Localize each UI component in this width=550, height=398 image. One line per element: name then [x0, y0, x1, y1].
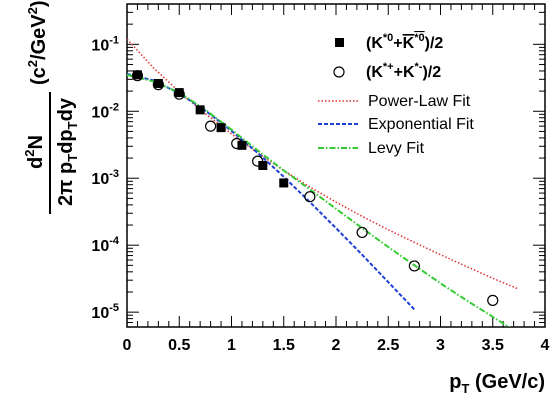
y-num-main: d [25, 157, 47, 169]
y-tick-label: 10-2 [91, 101, 119, 121]
legend-k0-end: )/2 [425, 35, 444, 52]
legend-k0-sup: *0 [383, 32, 393, 44]
y-axis-units: (c2/GeV2) [25, 0, 50, 85]
y-units-end: ) [28, 0, 50, 7]
x-axis-title-sub: T [461, 381, 469, 396]
legend-entry-levy: Levy Fit [368, 140, 425, 157]
legend-kpm-main: (K [366, 64, 383, 81]
data-point-open-circle [356, 226, 368, 239]
y-den-sub1: T [65, 154, 80, 162]
data-point-filled-square [279, 178, 289, 188]
fit-curve-levy-fit [127, 73, 511, 327]
legend-entry-kpm: (K*++K*-)/2 [366, 61, 441, 81]
x-tick-label: 1.5 [273, 337, 295, 354]
x-tick-label: 3 [436, 337, 445, 354]
x-tick-label: 2 [332, 337, 341, 354]
data-point-filled-square [216, 123, 226, 133]
data-point-filled-square [258, 160, 268, 170]
data-point-open-circle [131, 70, 144, 82]
y-axis-title: d2N 2π pTdpTdy (c2/GeV2) [22, 0, 80, 214]
y-units-sup2: 2 [25, 7, 40, 14]
data-point-filled-square [174, 88, 184, 98]
x-axis-title-main: p [449, 371, 461, 393]
x-tick-label: 0 [123, 337, 132, 354]
x-tick-label: 0.5 [168, 337, 190, 354]
y-den-main: 2π p [55, 162, 77, 206]
data-point-open-circle [152, 79, 164, 91]
y-num-end: N [25, 135, 47, 149]
y-units-sup1: 2 [25, 60, 40, 67]
legend: (K*0+K*0)/2 (K*++K*-)/2 Power-Law Fit Ex… [318, 32, 474, 157]
y-axis-numerator: d2N [22, 135, 47, 169]
y-units-start: (c [28, 67, 50, 85]
y-units-mid: /GeV [28, 14, 50, 60]
legend-kpm-end: )/2 [422, 64, 441, 81]
x-tick-label: 3.5 [482, 337, 504, 354]
legend-marker-open-circle [333, 66, 345, 78]
y-num-sup: 2 [22, 150, 37, 157]
data-point-filled-square [195, 105, 205, 115]
data-point-open-circle [304, 191, 316, 203]
data-point-open-circle [231, 137, 243, 150]
y-den-end: dy [55, 97, 77, 121]
legend-kpm-sup2: *- [415, 61, 423, 73]
data-point-open-circle [173, 88, 185, 100]
x-tick-label: 2.5 [377, 337, 399, 354]
x-axis-title-units: (GeV/c) [469, 371, 545, 393]
fit-curve-power-law-fit [127, 38, 520, 290]
legend-k0-mid: + [393, 35, 402, 52]
data-point-filled-square [132, 70, 142, 80]
legend-kpm-sup: *+ [383, 61, 394, 73]
legend-k0-main: (K [366, 35, 383, 52]
y-axis-denominator: 2π pTdpTdy [55, 97, 80, 206]
legend-entry-power-law: Power-Law Fit [368, 93, 471, 110]
y-tick-label: 10-3 [91, 168, 119, 188]
data-point-filled-square [153, 78, 163, 88]
legend-k0-bar: K [403, 35, 415, 52]
x-axis-title: pT (GeV/c) [449, 371, 545, 396]
y-tick-label: 10-1 [91, 34, 119, 54]
y-tick-label: 10-4 [91, 235, 119, 255]
plot-frame [126, 3, 546, 328]
legend-entry-k0: (K*0+K*0)/2 [366, 32, 443, 52]
y-tick-label: 10-5 [91, 302, 119, 322]
x-tick-label: 4 [541, 337, 550, 354]
legend-marker-filled-square [335, 38, 344, 47]
data-point-open-circle [205, 120, 217, 132]
data-point-open-circle [252, 155, 264, 167]
legend-kpm-mid: +K [394, 64, 415, 81]
data-point-open-circle [408, 260, 420, 272]
y-den-mid: dp [55, 129, 77, 153]
legend-k0-bar-sup: *0 [414, 32, 424, 44]
legend-entry-exponential: Exponential Fit [368, 116, 474, 133]
y-den-sub2: T [65, 121, 80, 129]
data-point-open-circle [487, 294, 499, 306]
x-tick-label: 1 [227, 337, 236, 354]
